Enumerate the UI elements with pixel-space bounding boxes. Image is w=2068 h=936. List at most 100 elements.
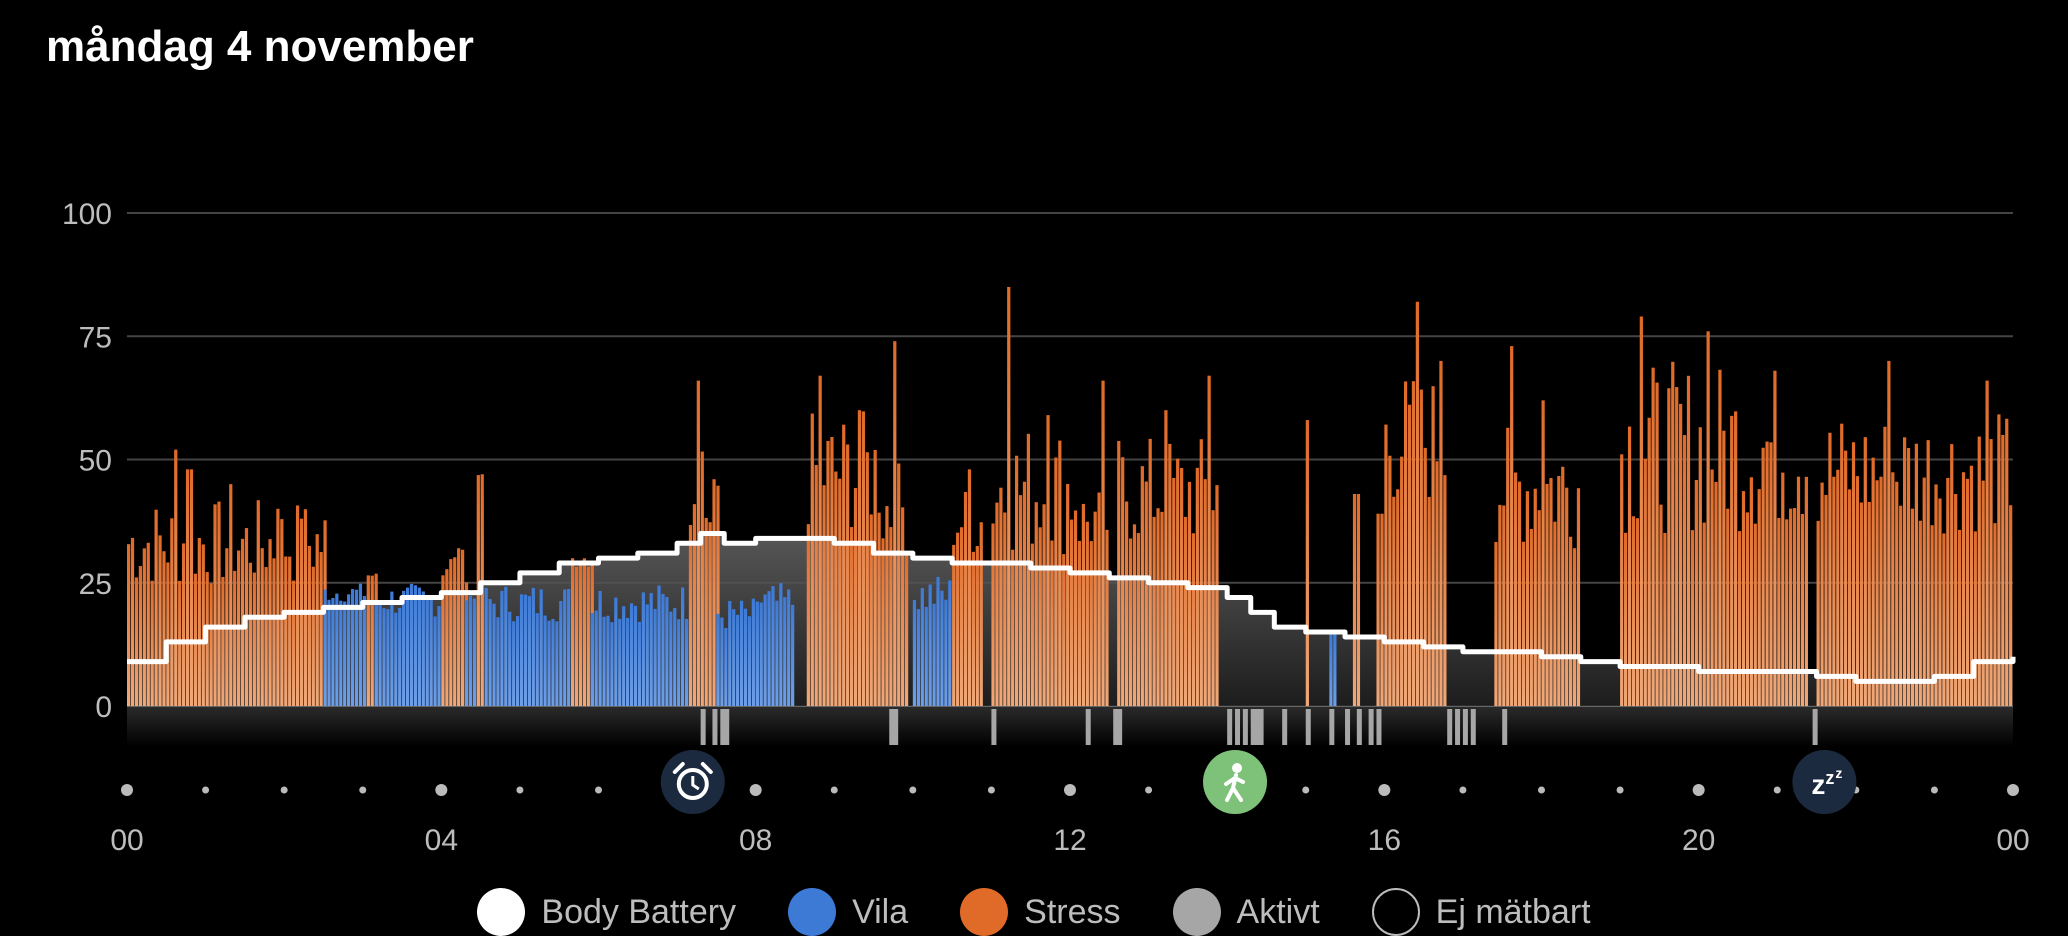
active-mark xyxy=(1254,709,1260,745)
legend-swatch xyxy=(788,888,837,936)
rest-bar xyxy=(394,612,398,706)
activity-strip xyxy=(700,709,1818,745)
rest-bar xyxy=(551,618,555,706)
stress-bar xyxy=(1521,541,1526,706)
rest-bar xyxy=(323,589,327,706)
stress-bar xyxy=(1136,533,1141,706)
stress-bar xyxy=(1506,427,1510,706)
segment-rest xyxy=(755,583,795,706)
stress-bar xyxy=(1902,437,1907,706)
rest-bar xyxy=(417,587,421,706)
stress-bar xyxy=(814,465,818,706)
segment-stress xyxy=(1077,380,1109,706)
stress-bar xyxy=(154,509,158,706)
stress-bar xyxy=(700,451,704,706)
rest-bar xyxy=(791,604,795,706)
stress-bar xyxy=(586,566,590,706)
stress-bar xyxy=(1011,549,1015,706)
stress-bar xyxy=(150,580,154,706)
stress-bar xyxy=(1168,443,1172,706)
stress-bar xyxy=(1576,488,1581,706)
rest-bar xyxy=(618,618,622,706)
rest-bar xyxy=(716,613,720,706)
rest-bar xyxy=(531,587,535,706)
stress-bar xyxy=(162,551,166,706)
stress-bar xyxy=(1392,496,1396,706)
stress-bar xyxy=(1101,380,1105,706)
timeline-dot-major xyxy=(1378,784,1391,796)
stress-bar xyxy=(1867,501,1871,706)
stress-bar xyxy=(865,452,869,706)
stress-bar xyxy=(1172,478,1176,706)
sleep-z-tiny: z xyxy=(1835,765,1842,781)
stress-bar xyxy=(1957,529,1962,706)
segment-stress xyxy=(952,469,983,706)
y-tick-label: 0 xyxy=(95,691,112,724)
stress-bar xyxy=(712,479,716,706)
rest-bar xyxy=(390,591,394,706)
stress-bar xyxy=(1620,454,1624,706)
stress-bar xyxy=(1191,533,1196,706)
stress-bar xyxy=(1565,487,1569,706)
active-mark xyxy=(1376,709,1382,745)
legend-item: Ej mätbart xyxy=(1371,888,1591,936)
timeline-dot-minor xyxy=(1616,786,1624,794)
stress-bar xyxy=(885,506,889,706)
segment-stress xyxy=(881,341,909,706)
rest-bar xyxy=(598,591,602,706)
sleep-z-small: z xyxy=(1825,768,1834,788)
stress-bar xyxy=(975,546,979,706)
stress-bar xyxy=(1553,521,1557,706)
rest-bar xyxy=(924,606,928,706)
stress-bar xyxy=(1910,508,1915,706)
stress-bar xyxy=(1026,433,1031,706)
stress-bar xyxy=(1541,400,1545,706)
rest-bar xyxy=(354,589,359,706)
stress-bar xyxy=(233,570,237,706)
rest-bar xyxy=(515,616,520,706)
segment-stress xyxy=(1816,360,2013,706)
rest-bar xyxy=(500,590,504,706)
rest-bar xyxy=(775,600,779,706)
active-mark xyxy=(1329,709,1335,745)
y-tick-label: 75 xyxy=(79,321,112,354)
active-mark xyxy=(720,709,726,745)
stress-bar xyxy=(134,577,139,706)
stress-bar xyxy=(284,556,288,706)
rest-bar xyxy=(519,594,524,706)
timeline-dot-minor xyxy=(1302,786,1310,794)
rest-bar xyxy=(413,585,418,706)
stress-bar xyxy=(189,469,194,706)
stress-bar xyxy=(1989,439,1993,706)
timeline-dot-major xyxy=(121,784,133,796)
page-title: måndag 4 november xyxy=(46,22,474,71)
segment-stress xyxy=(1352,494,1361,706)
active-mark xyxy=(1117,709,1123,745)
rest-bar xyxy=(657,585,661,706)
stress-bar xyxy=(1199,439,1203,706)
stress-bar xyxy=(264,567,268,706)
stress-bar xyxy=(1415,301,1419,706)
stress-bar xyxy=(1305,420,1309,706)
stress-bar xyxy=(256,500,260,706)
stress-bar xyxy=(1643,458,1647,706)
stress-bar xyxy=(182,543,186,706)
rest-bar xyxy=(724,627,728,706)
stress-bar xyxy=(692,504,697,706)
stress-bar xyxy=(292,580,296,706)
stress-bar xyxy=(1089,541,1093,706)
stress-bar xyxy=(1832,476,1836,706)
rest-bar xyxy=(763,594,767,706)
stress-bar xyxy=(449,559,453,706)
stress-bar xyxy=(1647,417,1651,706)
stress-bar xyxy=(1018,495,1023,706)
active-mark xyxy=(712,709,718,745)
rest-bar xyxy=(751,598,755,706)
stress-bar xyxy=(877,512,881,706)
rest-bar xyxy=(743,608,748,706)
stress-bar xyxy=(1899,505,1903,706)
active-mark xyxy=(724,709,730,745)
stress-bar xyxy=(1030,543,1034,706)
rest-bar xyxy=(747,616,752,706)
sleep-z-large: z xyxy=(1811,769,1825,800)
